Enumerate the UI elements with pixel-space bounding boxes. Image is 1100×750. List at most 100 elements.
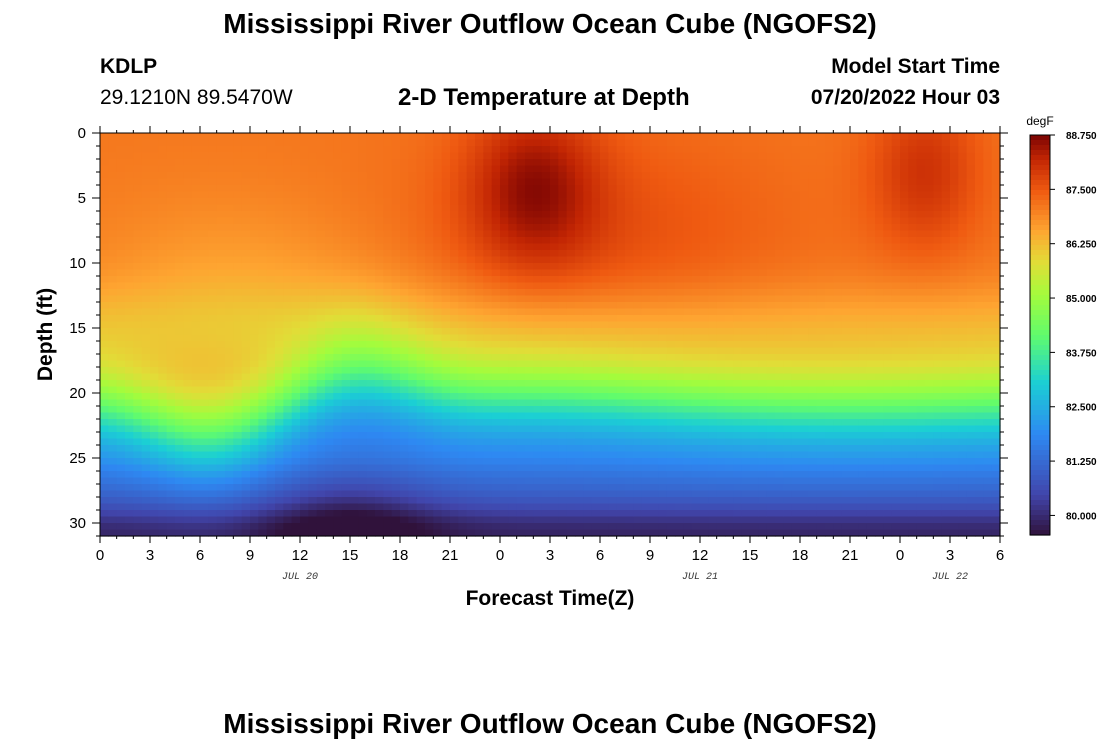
heatmap-cell — [333, 159, 343, 167]
heatmap-cell — [658, 497, 668, 505]
heatmap-cell — [633, 341, 643, 349]
heatmap-cell — [191, 406, 201, 414]
heatmap-cell — [600, 217, 609, 225]
heatmap-cell — [333, 432, 343, 440]
heatmap-cell — [233, 419, 243, 427]
heatmap-cell — [741, 341, 751, 349]
heatmap-cell — [741, 438, 751, 446]
heatmap-cell — [758, 438, 768, 446]
heatmap-cell — [766, 185, 776, 193]
heatmap-cell — [575, 367, 584, 375]
heatmap-cell — [300, 438, 309, 446]
heatmap-cell — [266, 165, 276, 173]
heatmap-cell — [591, 354, 601, 362]
heatmap-cell — [166, 328, 176, 336]
heatmap-cell — [566, 139, 576, 147]
heatmap-cell — [466, 406, 476, 414]
heatmap-cell — [516, 406, 526, 414]
heatmap-cell — [541, 477, 551, 485]
heatmap-cell — [416, 165, 426, 173]
heatmap-cell — [741, 412, 751, 420]
heatmap-cell — [466, 386, 476, 394]
heatmap-cell — [375, 360, 384, 368]
heatmap-cell — [758, 393, 768, 401]
heatmap-cell — [566, 490, 576, 498]
heatmap-cell — [183, 373, 193, 381]
heatmap-cell — [616, 204, 626, 212]
heatmap-cell — [358, 360, 368, 368]
heatmap-cell — [175, 373, 184, 381]
heatmap-cell — [433, 497, 443, 505]
heatmap-cell — [266, 172, 276, 180]
heatmap-cell — [758, 490, 768, 498]
heatmap-cell — [141, 516, 151, 524]
heatmap-cell — [658, 471, 668, 479]
heatmap-cell — [675, 458, 684, 466]
heatmap-cell — [566, 256, 576, 264]
heatmap-cell — [125, 341, 134, 349]
heatmap-cell — [625, 393, 634, 401]
heatmap-cell — [475, 445, 484, 453]
heatmap-cell — [616, 510, 626, 518]
heatmap-cell — [350, 516, 359, 524]
heatmap-cell — [158, 295, 168, 303]
heatmap-cell — [441, 224, 451, 232]
heatmap-cell — [741, 230, 751, 238]
heatmap-cell — [691, 198, 701, 206]
heatmap-cell — [266, 133, 276, 141]
heatmap-cell — [625, 256, 634, 264]
heatmap-cell — [200, 159, 209, 167]
heatmap-cell — [508, 471, 518, 479]
heatmap-cell — [150, 172, 159, 180]
heatmap-cell — [541, 185, 551, 193]
heatmap-cell — [108, 393, 118, 401]
heatmap-cell — [366, 347, 376, 355]
heatmap-cell — [516, 237, 526, 245]
heatmap-cell — [666, 146, 676, 154]
heatmap-cell — [391, 237, 401, 245]
heatmap-cell — [316, 308, 326, 316]
heatmap-cell — [458, 471, 468, 479]
heatmap-cell — [483, 367, 493, 375]
heatmap-cell — [658, 211, 668, 219]
heatmap-cell — [558, 334, 568, 342]
heatmap-cell — [533, 250, 543, 258]
heatmap-cell — [333, 276, 343, 284]
heatmap-cell — [425, 263, 434, 271]
heatmap-cell — [525, 471, 534, 479]
heatmap-cell — [658, 315, 668, 323]
heatmap-cell — [575, 256, 584, 264]
heatmap-cell — [425, 367, 434, 375]
heatmap-cell — [391, 341, 401, 349]
heatmap-cell — [683, 341, 693, 349]
heatmap-cell — [433, 367, 443, 375]
heatmap-cell — [216, 276, 226, 284]
heatmap-cell — [275, 178, 284, 186]
heatmap-cell — [708, 497, 718, 505]
heatmap-cell — [375, 308, 384, 316]
heatmap-cell — [683, 269, 693, 277]
heatmap-cell — [450, 354, 459, 362]
heatmap-cell — [558, 191, 568, 199]
heatmap-cell — [758, 503, 768, 511]
heatmap-cell — [500, 412, 509, 420]
heatmap-cell — [441, 289, 451, 297]
heatmap-cell — [741, 152, 751, 160]
heatmap-cell — [133, 250, 143, 258]
heatmap-cell — [441, 367, 451, 375]
heatmap-cell — [550, 354, 559, 362]
heatmap-cell — [150, 204, 159, 212]
heatmap-cell — [283, 237, 293, 245]
heatmap-cell — [466, 289, 476, 297]
heatmap-cell — [608, 503, 618, 511]
heatmap-cell — [191, 237, 201, 245]
heatmap-cell — [275, 490, 284, 498]
heatmap-cell — [466, 393, 476, 401]
heatmap-cell — [733, 237, 743, 245]
heatmap-cell — [741, 217, 751, 225]
heatmap-cell — [566, 295, 576, 303]
heatmap-cell — [175, 263, 184, 271]
heatmap-cell — [450, 224, 459, 232]
heatmap-cell — [658, 308, 668, 316]
heatmap-cell — [108, 282, 118, 290]
